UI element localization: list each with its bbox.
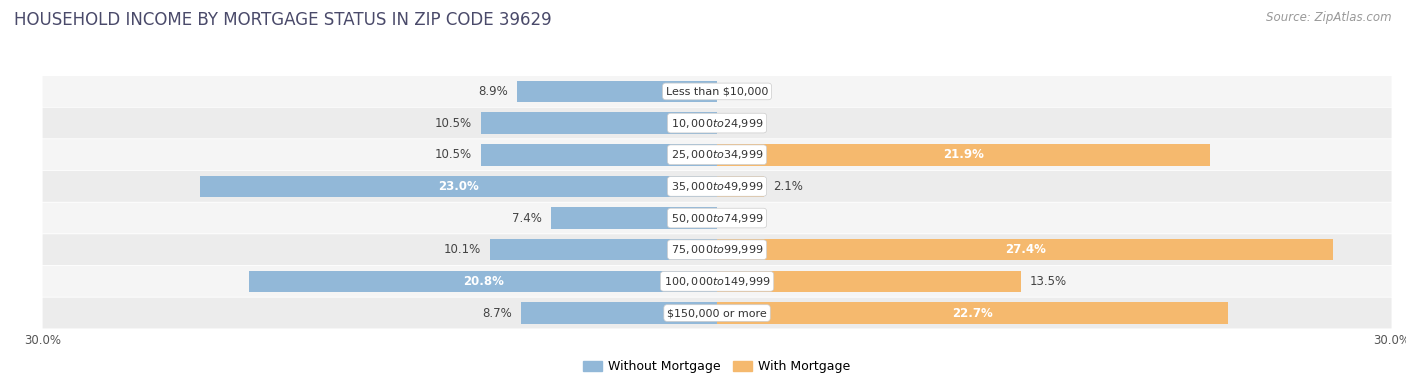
Text: 21.9%: 21.9% — [943, 148, 984, 161]
Text: 7.4%: 7.4% — [512, 212, 541, 225]
Text: $35,000 to $49,999: $35,000 to $49,999 — [671, 180, 763, 193]
Text: Less than $10,000: Less than $10,000 — [666, 87, 768, 96]
Bar — [517, 81, 717, 102]
FancyBboxPatch shape — [42, 107, 1392, 139]
Text: 8.7%: 8.7% — [482, 307, 512, 319]
Text: 2.1%: 2.1% — [773, 180, 803, 193]
FancyBboxPatch shape — [42, 139, 1392, 170]
Bar — [717, 144, 1209, 166]
Text: 13.5%: 13.5% — [1029, 275, 1067, 288]
Text: $100,000 to $149,999: $100,000 to $149,999 — [664, 275, 770, 288]
Bar — [481, 144, 717, 166]
Text: 10.5%: 10.5% — [434, 116, 472, 130]
Text: $150,000 or more: $150,000 or more — [668, 308, 766, 318]
Bar — [522, 302, 717, 324]
Text: Source: ZipAtlas.com: Source: ZipAtlas.com — [1267, 11, 1392, 24]
Text: 0.0%: 0.0% — [725, 116, 755, 130]
Text: 10.1%: 10.1% — [444, 243, 481, 256]
Bar — [717, 302, 1227, 324]
Text: $25,000 to $34,999: $25,000 to $34,999 — [671, 148, 763, 161]
Text: 20.8%: 20.8% — [463, 275, 503, 288]
Bar — [717, 271, 1021, 292]
Text: 0.0%: 0.0% — [725, 212, 755, 225]
Text: 10.5%: 10.5% — [434, 148, 472, 161]
FancyBboxPatch shape — [42, 202, 1392, 234]
FancyBboxPatch shape — [42, 170, 1392, 202]
Bar — [551, 207, 717, 229]
FancyBboxPatch shape — [42, 265, 1392, 297]
Text: HOUSEHOLD INCOME BY MORTGAGE STATUS IN ZIP CODE 39629: HOUSEHOLD INCOME BY MORTGAGE STATUS IN Z… — [14, 11, 551, 29]
Text: 23.0%: 23.0% — [439, 180, 478, 193]
Text: 8.9%: 8.9% — [478, 85, 508, 98]
Text: 22.7%: 22.7% — [952, 307, 993, 319]
Text: 27.4%: 27.4% — [1005, 243, 1046, 256]
Bar — [717, 176, 765, 197]
FancyBboxPatch shape — [42, 234, 1392, 265]
Bar — [481, 112, 717, 134]
Text: $10,000 to $24,999: $10,000 to $24,999 — [671, 116, 763, 130]
Legend: Without Mortgage, With Mortgage: Without Mortgage, With Mortgage — [578, 355, 856, 378]
Text: $75,000 to $99,999: $75,000 to $99,999 — [671, 243, 763, 256]
Bar — [489, 239, 717, 260]
Bar — [717, 239, 1333, 260]
FancyBboxPatch shape — [42, 297, 1392, 329]
Text: $50,000 to $74,999: $50,000 to $74,999 — [671, 212, 763, 225]
Bar — [249, 271, 717, 292]
Text: 0.0%: 0.0% — [725, 85, 755, 98]
FancyBboxPatch shape — [42, 76, 1392, 107]
Bar — [200, 176, 717, 197]
